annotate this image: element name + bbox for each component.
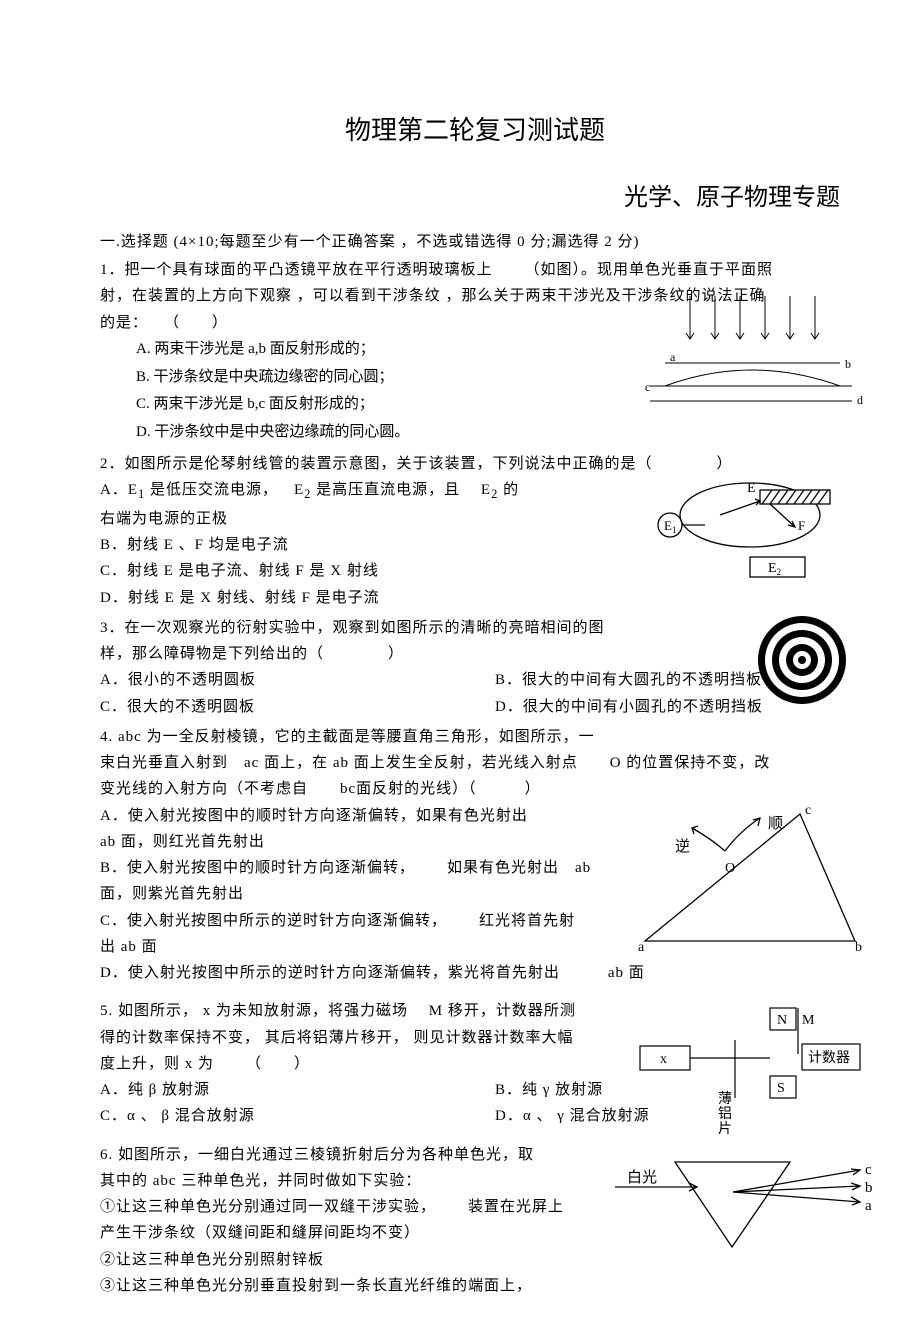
q1-label-a: a (670, 350, 676, 364)
q4-line1: 4. abc 为一全反射棱镜，它的主截面是等腰直角三角形，如图所示，一 (100, 724, 850, 750)
q1-label-b: b (845, 357, 851, 371)
question-5: 5. 如图所示， x 为未知放射源，将强力磁场 M 移开，计数器所测 得的计数率… (100, 998, 850, 1129)
q4-figure: a b c O 顺 逆 (630, 796, 870, 956)
page: 物理第二轮复习测试题 光学、原子物理专题 一.选择题 (4×10;每题至少有一个… (0, 0, 920, 1343)
q3-option-c: C．很大的不透明圆板 (100, 694, 455, 720)
q5-label-S: S (777, 1081, 785, 1096)
q3-figure-rings-icon (755, 613, 850, 708)
q1-option-d: D. 干涉条纹中是中央密边缘疏的同心圆。 (136, 419, 850, 447)
q1-label-c: c (645, 380, 650, 394)
q2-option-d: D．射线 E 是 X 射线、射线 F 是电子流 (100, 585, 850, 611)
q4-label-a: a (638, 940, 645, 955)
q6-label-c: c (865, 1162, 872, 1178)
q2-label-E: E (747, 481, 756, 496)
sub-title: 光学、原子物理专题 (100, 177, 850, 212)
q4-label-ccw: 逆 (675, 838, 690, 855)
q3-line2: 样，那么障碍物是下列给出的（ ） (100, 641, 850, 667)
main-title: 物理第二轮复习测试题 (100, 110, 850, 147)
question-4: 4. abc 为一全反射棱镜，它的主截面是等腰直角三角形，如图所示，一 束白光垂… (100, 724, 850, 987)
q4-label-O: O (725, 861, 735, 876)
q1-stem-line1: 1．把一个具有球面的平凸透镜平放在平行透明玻璃板上 （如图）。现用单色光垂直于平… (100, 257, 850, 283)
question-6: 6. 如图所示，一细白光通过三棱镜折射后分为各种单色光，取 其中的 abc 三种… (100, 1142, 850, 1300)
q3-line1: 3．在一次观察光的衍射实验中，观察到如图所示的清晰的亮暗相间的图 (100, 615, 850, 641)
q6-figure: 白光 c b a (615, 1142, 875, 1262)
q4-option-d: D．使入射光按图中所示的逆时针方向逐渐偏转，紫光将首先射出 ab 面 (100, 960, 850, 986)
q5-figure: x N M S 计数器 薄 铝 片 (630, 998, 865, 1138)
q5-label-x: x (660, 1052, 667, 1067)
q5-label-foil1: 薄 (718, 1091, 732, 1107)
q5-option-a: A．纯 β 放射源 (100, 1077, 455, 1103)
q4-label-b: b (855, 940, 862, 955)
q5-option-c: C．α 、 β 混合放射源 (100, 1103, 455, 1129)
q1-label-d: d (857, 393, 863, 407)
q2-label-F: F (798, 518, 805, 533)
q3-option-a: A．很小的不透明圆板 (100, 667, 455, 693)
q4-line2: 束白光垂直入射到 ac 面上，在 ab 面上发生全反射，若光线入射点 O 的位置… (100, 750, 850, 776)
question-2: 2．如图所示是伦琴射线管的装置示意图，关于该装置，下列说法中正确的是（ ） A．… (100, 451, 850, 611)
question-1: 1．把一个具有球面的平凸透镜平放在平行透明玻璃板上 （如图）。现用单色光垂直于平… (100, 257, 850, 447)
q5-label-N: N (777, 1013, 787, 1028)
q2-stem: 2．如图所示是伦琴射线管的装置示意图，关于该装置，下列说法中正确的是（ ） (100, 451, 850, 477)
q5-label-foil3: 片 (718, 1121, 732, 1137)
section-header: 一.选择题 (4×10;每题至少有一个正确答案 ，不选或错选得 0 分;漏选得 … (100, 230, 850, 251)
question-3: 3．在一次观察光的衍射实验中，观察到如图所示的清晰的亮暗相间的图 样，那么障碍物… (100, 615, 850, 720)
q4-label-c: c (805, 803, 811, 818)
q2-label-E2: E2 (768, 561, 781, 577)
q6-label-a: a (865, 1198, 872, 1214)
q2-label-E1: E1 (664, 518, 676, 535)
q6-label-b: b (865, 1180, 873, 1196)
q2-anode-icon (760, 490, 830, 504)
q4-label-cw: 顺 (768, 815, 783, 832)
q1-light-arrows-icon (686, 296, 819, 339)
q1-figure: a b c d (620, 291, 870, 411)
q5-label-M: M (802, 1013, 815, 1028)
q6-label-white: 白光 (627, 1169, 657, 1186)
q6-line6: ③让这三种单色光分别垂直投射到一条长直光纤维的端面上， (100, 1273, 850, 1299)
q5-label-counter: 计数器 (808, 1050, 850, 1066)
q5-label-foil2: 铝 (718, 1106, 732, 1122)
q2-figure: E E1 E2 F (640, 475, 860, 585)
